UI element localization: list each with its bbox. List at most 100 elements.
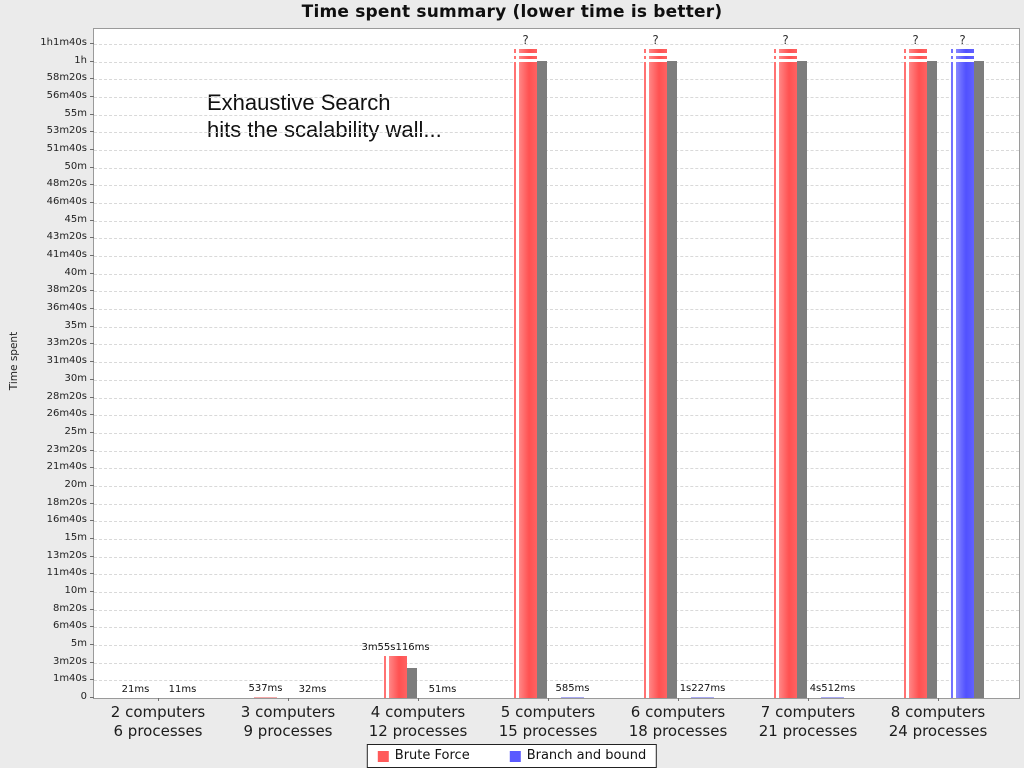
- category-label: 8 computers 24 processes: [863, 703, 1013, 741]
- y-tick-mark: [90, 661, 94, 663]
- y-tick-label: 45m: [64, 213, 87, 225]
- y-tick-mark: [90, 537, 94, 539]
- y-tick-label: 31m40s: [46, 355, 87, 367]
- unknown-value-label: ?: [912, 33, 919, 47]
- y-tick-label: 25m: [64, 425, 87, 437]
- value-label: 3m55s116ms: [361, 642, 430, 654]
- unknown-value-label: ?: [522, 33, 529, 47]
- category-label-line2: 18 processes: [628, 722, 728, 740]
- gridline: [94, 432, 1019, 434]
- bar-break-stripe: [904, 59, 927, 62]
- category-label-line1: 3 computers: [240, 703, 336, 721]
- y-tick-label: 16m40s: [46, 514, 87, 526]
- y-tick-label: 38m20s: [46, 284, 87, 296]
- y-tick-label: 55m: [64, 107, 87, 119]
- gridline: [94, 362, 1019, 364]
- y-tick-label: 8m20s: [52, 602, 87, 614]
- value-label: 1s227ms: [679, 683, 726, 694]
- y-tick-mark: [90, 555, 94, 557]
- gridline: [94, 185, 1019, 187]
- category-label-line2: 12 processes: [368, 722, 468, 740]
- y-tick-label: 48m20s: [46, 178, 87, 190]
- y-tick-mark: [90, 219, 94, 221]
- y-tick-label: 58m20s: [46, 72, 87, 84]
- y-tick-label: 1m40s: [52, 673, 87, 685]
- legend-label: Branch and bound: [526, 748, 647, 763]
- bar-brute-force: [254, 697, 277, 698]
- gridline: [94, 591, 1019, 593]
- y-tick-label: 41m40s: [46, 249, 87, 261]
- y-tick-mark: [90, 308, 94, 310]
- y-tick-mark: [90, 378, 94, 380]
- bar-break-stripe: [514, 53, 537, 56]
- y-tick-mark: [90, 290, 94, 292]
- gridline: [94, 150, 1019, 152]
- bar-break-stripe: [644, 59, 667, 62]
- gridline: [94, 662, 1019, 664]
- y-tick-label: 36m40s: [46, 302, 87, 314]
- gridline: [94, 574, 1019, 576]
- gridline: [94, 220, 1019, 222]
- category-label-line1: 6 computers: [630, 703, 726, 721]
- bar-branch-and-bound: [561, 697, 584, 698]
- annotation-line-1: Exhaustive Search: [207, 90, 391, 115]
- gridline: [94, 238, 1019, 240]
- y-tick-label: 20m: [64, 478, 87, 490]
- y-tick-mark: [90, 608, 94, 610]
- chart-annotation: Exhaustive Search hits the scalability w…: [207, 89, 442, 143]
- bar-brute-force: [774, 49, 797, 698]
- y-tick-label: 6m40s: [52, 620, 87, 632]
- y-tick-mark: [90, 697, 94, 698]
- bar-break-stripe: [951, 59, 974, 62]
- y-tick-label: 56m40s: [46, 90, 87, 102]
- y-tick-label: 13m20s: [46, 549, 87, 561]
- legend-swatch-icon: [377, 750, 389, 762]
- y-tick-label: 18m20s: [46, 496, 87, 508]
- y-tick-label: 33m20s: [46, 337, 87, 349]
- category-label-line1: 2 computers: [110, 703, 206, 721]
- y-tick-mark: [90, 60, 94, 62]
- value-label: 585ms: [555, 683, 590, 694]
- category-label-line2: 6 processes: [113, 722, 203, 740]
- gridline: [94, 256, 1019, 258]
- y-tick-mark: [90, 113, 94, 115]
- category-label: 6 computers 18 processes: [603, 703, 753, 741]
- category-label-line1: 5 computers: [500, 703, 596, 721]
- y-tick-mark: [90, 449, 94, 451]
- y-tick-label: 53m20s: [46, 125, 87, 137]
- x-tick-mark: [548, 698, 549, 701]
- y-tick-mark: [90, 467, 94, 469]
- legend-label: Brute Force: [394, 748, 470, 763]
- chart-title: Time spent summary (lower time is better…: [301, 2, 723, 22]
- gridline: [94, 97, 1019, 99]
- y-tick-label: 26m40s: [46, 408, 87, 420]
- y-tick-label: 28m20s: [46, 390, 87, 402]
- gridline: [94, 132, 1019, 134]
- y-tick-label: 30m: [64, 372, 87, 384]
- y-tick-mark: [90, 166, 94, 168]
- gridline: [94, 538, 1019, 540]
- gridline: [94, 61, 1019, 63]
- y-tick-label: 0: [80, 691, 87, 702]
- gridline: [94, 326, 1019, 328]
- category-label: 5 computers 15 processes: [473, 703, 623, 741]
- y-tick-mark: [90, 78, 94, 80]
- bar-break-stripe: [644, 53, 667, 56]
- y-tick-label: 1h: [74, 54, 87, 66]
- gridline: [94, 114, 1019, 116]
- unknown-value-label: ?: [652, 33, 659, 47]
- bar-break-stripe: [514, 59, 537, 62]
- gridline: [94, 468, 1019, 470]
- y-tick-label: 23m20s: [46, 443, 87, 455]
- bar-brute-force: [514, 49, 537, 698]
- gridline: [94, 521, 1019, 523]
- value-label: 21ms: [121, 683, 150, 695]
- gridline: [94, 203, 1019, 205]
- gridline: [94, 291, 1019, 293]
- gridline: [94, 379, 1019, 381]
- legend-item-branch-and-bound: Branch and bound: [509, 748, 647, 763]
- y-tick-label: 11m40s: [46, 567, 87, 579]
- category-label-line2: 21 processes: [758, 722, 858, 740]
- y-tick-mark: [90, 396, 94, 398]
- y-tick-mark: [90, 502, 94, 504]
